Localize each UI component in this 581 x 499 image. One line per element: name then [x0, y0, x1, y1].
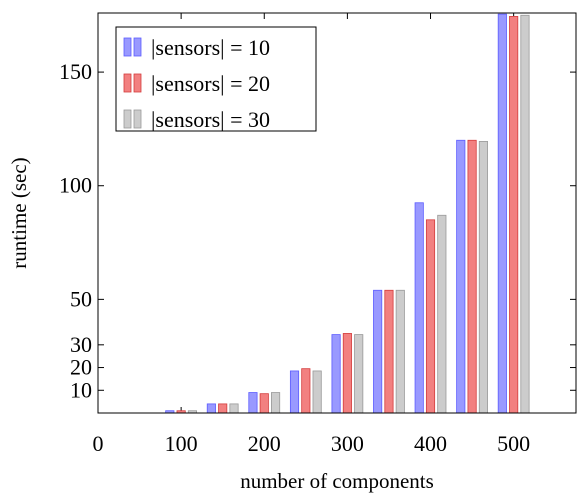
bar	[342, 333, 352, 414]
legend-swatch	[123, 109, 132, 129]
y-tick-label: 20	[70, 355, 92, 380]
legend-box	[115, 26, 317, 132]
bar	[509, 16, 519, 414]
bar	[478, 141, 488, 414]
legend-swatch	[123, 73, 132, 93]
y-tick-label: 30	[70, 332, 92, 357]
bar	[395, 289, 405, 414]
bar	[229, 403, 239, 414]
legend-label: |sensors| = 20	[151, 71, 270, 96]
bar	[301, 368, 311, 414]
bar	[456, 139, 466, 414]
plot-frame	[97, 12, 577, 414]
bar	[218, 403, 228, 414]
legend-label: |sensors| = 10	[151, 35, 270, 60]
legend: |sensors| = 10 |sensors| = 20 |sensors| = …	[115, 26, 317, 132]
y-tick-label: 100	[59, 173, 92, 198]
y-tick-label: 10	[70, 377, 92, 402]
bar	[312, 370, 322, 414]
legend-swatch	[133, 109, 142, 129]
bar	[437, 214, 447, 414]
bar	[248, 392, 258, 414]
bar	[373, 289, 383, 414]
bar	[467, 139, 477, 414]
bar	[289, 370, 300, 414]
x-tick-label: 100	[165, 431, 198, 456]
x-tick-label: 300	[331, 431, 364, 456]
x-tick-label: 500	[497, 431, 530, 456]
x-tick-label: 400	[414, 431, 447, 456]
y-axis-label: runtime (sec)	[7, 157, 31, 268]
bar	[206, 403, 216, 414]
bar	[414, 202, 424, 414]
legend-swatch	[123, 37, 132, 57]
bars	[165, 13, 530, 414]
bar	[425, 219, 436, 414]
bar	[520, 14, 530, 414]
x-tick-label: 0	[93, 431, 104, 456]
x-axis-label: number of components	[240, 469, 434, 493]
bar	[497, 13, 507, 414]
legend-label: |sensors| = 30	[151, 107, 270, 132]
bar	[354, 334, 364, 414]
bar	[384, 289, 394, 414]
bar	[331, 334, 341, 414]
bar	[259, 393, 269, 414]
bar	[271, 392, 281, 414]
y-tick-label: 50	[70, 286, 92, 311]
x-tick-label: 200	[248, 431, 281, 456]
legend-swatch	[133, 37, 142, 57]
legend-swatch	[133, 73, 142, 93]
y-tick-label: 150	[59, 59, 92, 84]
